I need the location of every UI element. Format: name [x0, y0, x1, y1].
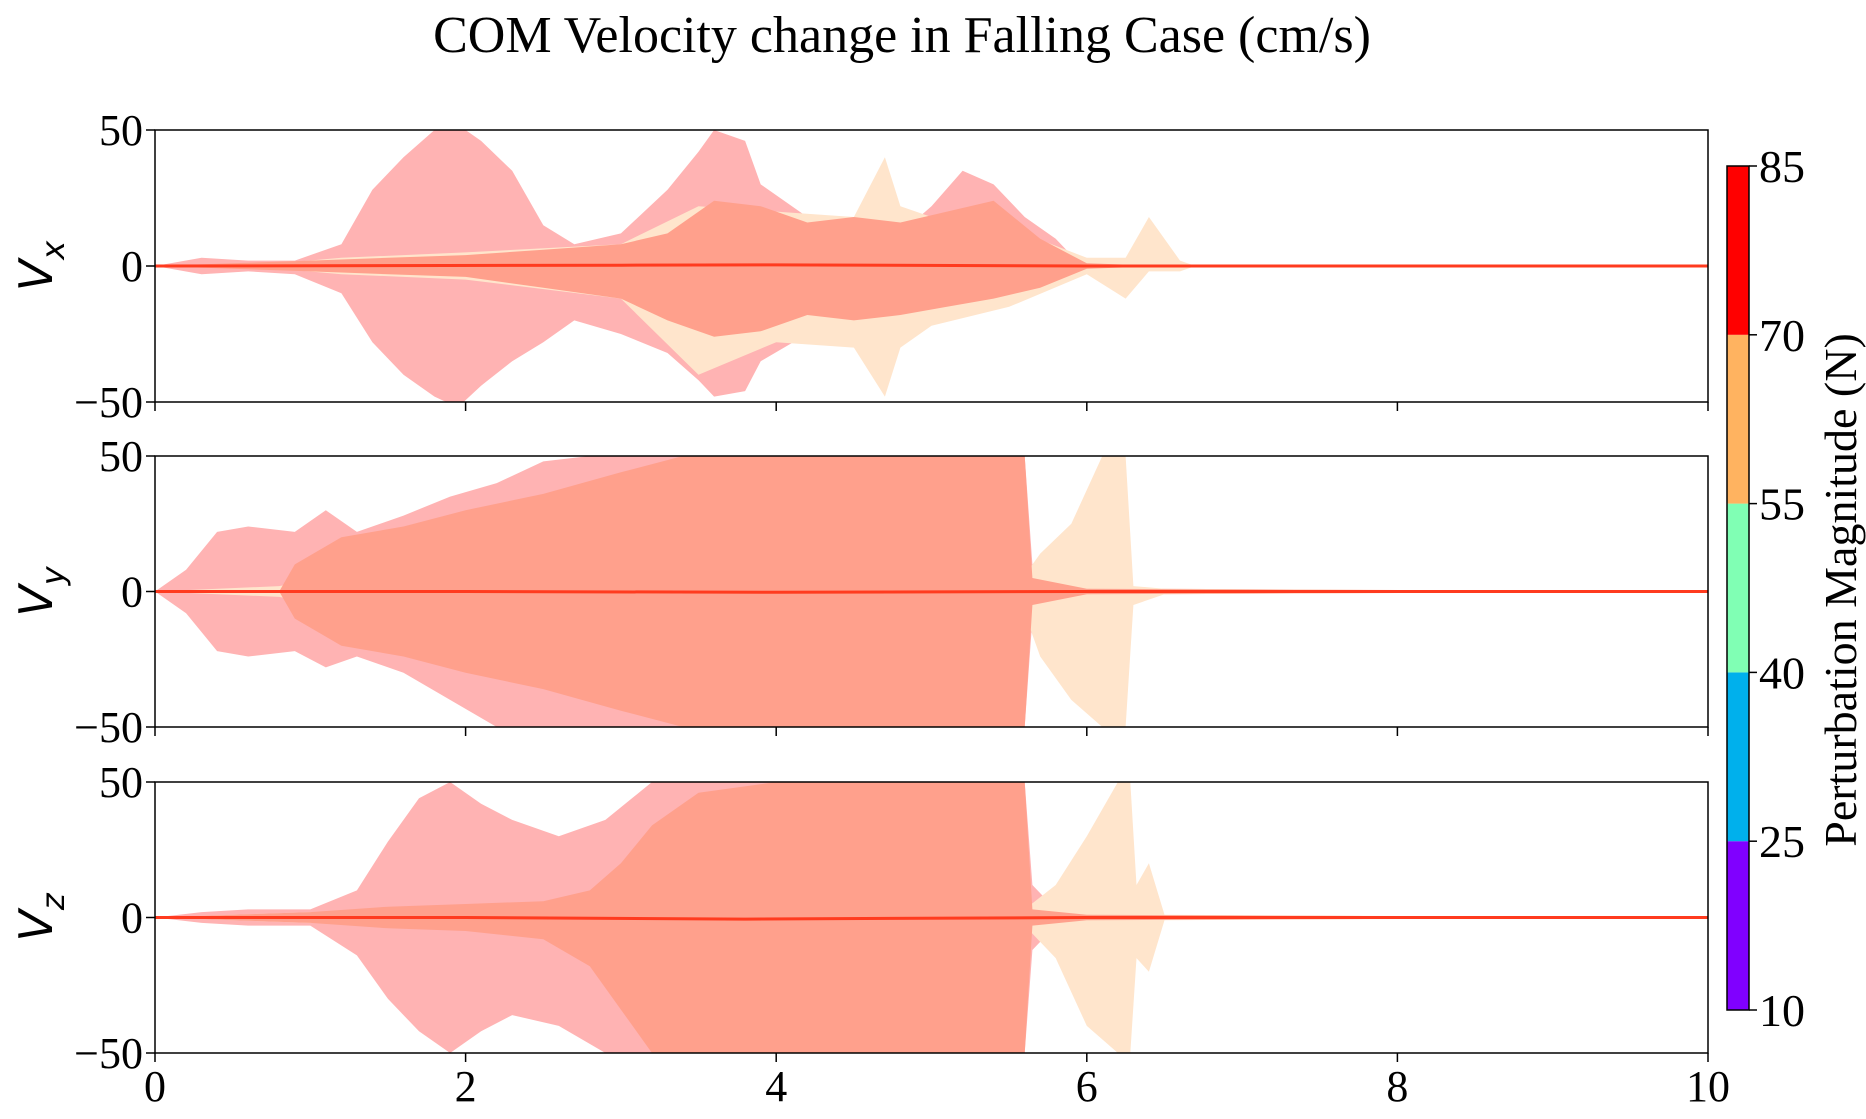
subplot-x: −50 0 50 Vx	[9, 106, 1709, 427]
x-axis: 0 2 4 6 8 10	[144, 1062, 1730, 1111]
colorbar: 10 25 40 55 70 85	[1726, 141, 1805, 1036]
y-axis-label-main: V	[9, 582, 63, 617]
colorbar-bin	[1727, 166, 1749, 335]
colorbar-bin	[1727, 334, 1749, 504]
y-tick-label: 0	[121, 242, 143, 291]
y-tick-label: 50	[99, 432, 143, 481]
colorbar-tick-label: 10	[1759, 985, 1805, 1036]
subplot-data	[155, 456, 1708, 727]
series-band-3	[155, 200, 1708, 337]
y-tick-label: −50	[74, 1029, 143, 1078]
y-axis-label-main: V	[9, 256, 63, 291]
chart-title: COM Velocity change in Falling Case (cm/…	[433, 7, 1371, 64]
mean-line	[155, 263, 1708, 268]
subplot-z: −50 0 50 Vz	[9, 758, 1709, 1078]
x-tick-label: 0	[144, 1062, 166, 1111]
y-axis-label: Vx	[9, 240, 72, 291]
y-axis-label: Vy	[9, 565, 72, 616]
mean-line	[155, 916, 1708, 921]
y-tick-label: 0	[121, 894, 143, 943]
y-axis-label: Vz	[9, 892, 72, 941]
x-tick-label: 10	[1686, 1062, 1730, 1111]
y-tick-label: 50	[99, 758, 143, 807]
colorbar-label: Perturbation Magnitude (N)	[1815, 333, 1866, 847]
y-tick-label: 50	[99, 106, 143, 155]
colorbar-tick-label: 85	[1759, 141, 1805, 192]
y-axis-label-sub: z	[34, 892, 72, 911]
y-axis-label-sub: y	[34, 565, 72, 586]
subplots-area: −50 0 50 Vx −50 0 50 Vy −50 0 50 Vz	[9, 106, 1709, 1078]
x-tick-label: 8	[1386, 1062, 1408, 1111]
subplot-data	[155, 782, 1708, 1053]
subplot-y: −50 0 50 Vy	[9, 432, 1709, 752]
x-tick-label: 2	[455, 1062, 477, 1111]
y-axis-label-sub: x	[34, 240, 72, 261]
subplot-data	[155, 130, 1708, 402]
y-tick-label: 0	[121, 568, 143, 617]
colorbar-tick-label: 55	[1759, 479, 1805, 530]
mean-line	[155, 590, 1708, 594]
colorbar-bin	[1727, 672, 1749, 842]
colorbar-bin	[1727, 841, 1749, 1010]
y-axis-label-main: V	[9, 907, 63, 942]
x-tick-label: 6	[1076, 1062, 1098, 1111]
colorbar-tick-label: 70	[1759, 310, 1805, 361]
colorbar-tick-label: 40	[1759, 647, 1805, 698]
colorbar-bin	[1727, 503, 1749, 673]
y-tick-label: −50	[74, 378, 143, 427]
x-tick-label: 4	[765, 1062, 787, 1111]
y-tick-label: −50	[74, 703, 143, 752]
colorbar-frame	[1726, 165, 1750, 1011]
colorbar-tick-label: 25	[1759, 816, 1805, 867]
